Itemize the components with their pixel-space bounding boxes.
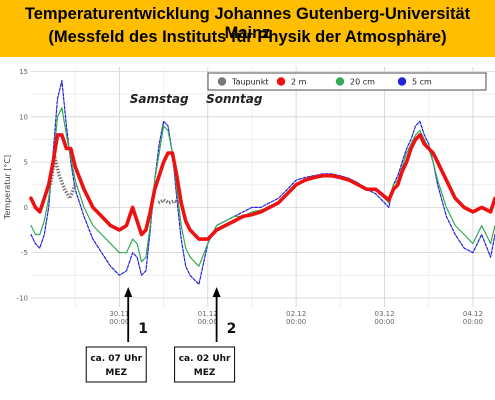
marker-number: 1 — [138, 321, 148, 337]
marker-number: 2 — [227, 321, 237, 337]
marker-box: ca. 02 Uhr MEZ — [174, 346, 236, 383]
x-tick-label-date: 30.11 — [109, 310, 129, 318]
legend-box — [207, 72, 487, 91]
x-tick-label-time: 00:00 — [374, 318, 394, 326]
x-tick-label-time: 00:00 — [198, 318, 218, 326]
marker-box-frame — [174, 346, 236, 383]
marker-box: ca. 07 Uhr MEZ — [85, 346, 147, 383]
marker-box-line-1: ca. 07 Uhr — [90, 354, 142, 364]
legend-marker — [397, 77, 407, 86]
legend-items: Taupunkt 2 m 20 cm 5 cm — [217, 77, 432, 87]
marker-arrow-head — [124, 287, 133, 297]
y-tick-label: 0 — [24, 204, 28, 212]
day-label: Sonntag — [206, 92, 263, 106]
x-tick-label-date: 02.12 — [286, 310, 306, 318]
x-tick-label-date: 04.12 — [463, 310, 483, 318]
y-tick-labels: -10 -5 0 5 10 15 — [17, 68, 28, 302]
series-line-2m — [29, 133, 495, 241]
legend-label: 20 cm — [350, 78, 375, 87]
x-tick-label-time: 00:00 — [109, 318, 129, 326]
marker-box-line-1: ca. 02 Uhr — [179, 354, 231, 364]
marker-arrow-head — [212, 287, 221, 297]
legend-label: 5 cm — [412, 78, 432, 87]
marker-box-frame — [85, 346, 147, 383]
series-line-20cm — [30, 107, 495, 267]
legend-label: Taupunkt — [231, 78, 269, 87]
y-axis-label: Temperatur [°C] — [3, 155, 12, 220]
x-grid — [74, 67, 474, 307]
series-line-taupunkt — [48, 155, 181, 205]
legend-marker — [217, 77, 227, 86]
title-line-2: (Messfeld des Instituts für Physik der A… — [48, 28, 447, 46]
event-markers: 1 ca. 07 Uhr MEZ 2 ca. 02 Uhr MEZ — [85, 287, 237, 383]
marker-box-line-2: MEZ — [194, 368, 216, 378]
series-line-5cm — [30, 80, 495, 285]
legend-label: 2 m — [291, 78, 307, 87]
x-tick-label-date: 01.12 — [198, 310, 218, 318]
x-tick-label-time: 00:00 — [286, 318, 306, 326]
y-tick-label: -10 — [17, 294, 28, 302]
y-tick-label: 15 — [19, 68, 28, 76]
day-labels: Samstag Sonntag — [130, 92, 263, 106]
day-label: Samstag — [130, 92, 189, 106]
y-tick-label: 5 — [24, 159, 28, 167]
plot-area — [31, 67, 495, 307]
y-tick-label: -5 — [21, 249, 28, 257]
title-banner: Temperaturentwicklung Johannes Gutenberg… — [0, 0, 495, 57]
legend-marker — [276, 77, 286, 86]
y-tick-label: 10 — [19, 113, 28, 121]
x-tick-label-time: 00:00 — [463, 318, 483, 326]
title-line-1: Temperaturentwicklung Johannes Gutenberg… — [24, 5, 471, 42]
legend-marker — [335, 77, 345, 86]
x-tick-labels: 30.1100:0001.1200:0002.1200:0003.1200:00… — [109, 310, 483, 326]
marker-box-line-2: MEZ — [105, 368, 127, 378]
series-layer — [29, 80, 495, 285]
x-tick-label-date: 03.12 — [375, 310, 395, 318]
legend: Taupunkt 2 m 20 cm 5 cm — [207, 72, 487, 91]
